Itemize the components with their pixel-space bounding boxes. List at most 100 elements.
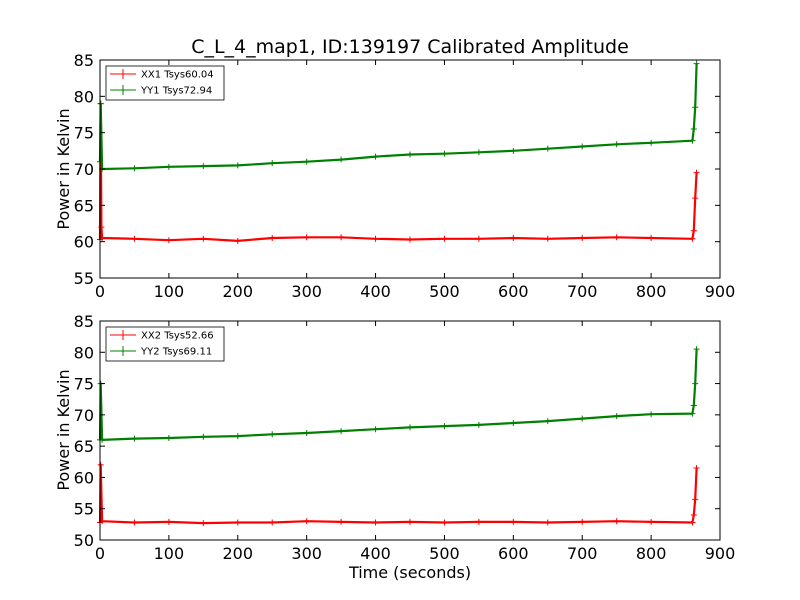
x-tick-label: 800 — [636, 282, 667, 301]
data-point — [131, 435, 138, 442]
data-point — [648, 518, 655, 525]
y-tick-label: 55 — [74, 500, 94, 519]
data-point — [234, 433, 241, 440]
top-legend-label-yy1: YY1 Tsys72.94 — [140, 86, 212, 97]
data-point — [613, 413, 620, 420]
data-point — [692, 380, 699, 387]
data-point — [613, 141, 620, 148]
data-point — [648, 411, 655, 418]
y-tick-label: 75 — [74, 375, 94, 394]
bottom-legend-box — [105, 326, 225, 362]
data-point — [338, 234, 345, 241]
y-tick-label: 80 — [74, 87, 94, 106]
data-point — [690, 511, 697, 518]
data-point — [441, 150, 448, 157]
x-axis-label: Time (seconds) — [348, 563, 471, 582]
x-tick-label: 200 — [223, 544, 254, 563]
data-point — [693, 465, 700, 472]
data-point — [475, 518, 482, 525]
data-point — [338, 428, 345, 435]
data-point — [689, 235, 696, 242]
data-point — [510, 419, 517, 426]
top-panel: 0 100 200 300 400 500 600 700 800 900 55 60 65 70 75 80… — [54, 51, 735, 301]
x-tick-label: 600 — [498, 544, 529, 563]
y-tick-label: 70 — [74, 160, 94, 179]
data-point — [372, 519, 379, 526]
x-tick-label: 900 — [705, 282, 736, 301]
y-tick-label: 50 — [74, 531, 94, 550]
data-point — [303, 158, 310, 165]
data-point — [200, 520, 207, 527]
data-point — [613, 234, 620, 241]
data-point — [407, 424, 413, 431]
data-point — [407, 151, 413, 158]
data-point — [689, 410, 696, 417]
data-point — [579, 235, 586, 242]
data-point — [510, 235, 517, 242]
data-point — [372, 153, 379, 160]
data-point — [234, 162, 241, 169]
data-point — [200, 235, 207, 242]
data-point — [97, 100, 104, 107]
data-point — [544, 519, 551, 526]
bottom-ticks: 0 100 200 300 400 500 600 700 800 900 50 55 60 65 70 75… — [74, 312, 736, 563]
data-point — [690, 227, 697, 234]
x-tick-label: 0 — [95, 282, 105, 301]
data-point — [269, 235, 276, 242]
x-tick-label: 500 — [429, 544, 460, 563]
data-point — [579, 415, 586, 422]
data-point — [165, 518, 172, 525]
x-tick-label: 100 — [154, 544, 185, 563]
data-point — [544, 235, 551, 242]
x-tick-label: 700 — [567, 544, 598, 563]
top-series-layer — [97, 60, 700, 244]
data-point — [613, 518, 620, 525]
y-tick-label: 65 — [74, 437, 94, 456]
data-point — [269, 160, 276, 167]
bottom-legend: XX2 Tsys52.66 YY2 Tsys69.11 — [105, 326, 225, 362]
data-point — [692, 496, 699, 503]
data-point — [441, 235, 448, 242]
data-point — [407, 518, 413, 525]
y-tick-label: 65 — [74, 196, 94, 215]
data-point — [131, 165, 138, 172]
series-line-xx1 — [98, 102, 698, 242]
y-tick-label: 85 — [74, 51, 94, 70]
x-tick-label: 300 — [291, 282, 322, 301]
bottom-plot-frame — [99, 320, 721, 541]
data-point — [692, 195, 699, 202]
x-tick-label: 900 — [705, 544, 736, 563]
y-tick-label: 60 — [74, 468, 94, 487]
data-point — [544, 145, 551, 152]
y-tick-label: 55 — [74, 269, 94, 288]
data-point — [475, 149, 482, 156]
data-point — [269, 519, 276, 526]
top-legend-label-xx1: XX1 Tsys60.04 — [141, 70, 214, 81]
data-point — [648, 235, 655, 242]
data-point — [648, 139, 655, 146]
top-legend-box — [105, 65, 225, 101]
data-point — [441, 423, 448, 430]
data-point — [131, 519, 138, 526]
data-point — [407, 236, 413, 243]
data-point — [269, 431, 276, 438]
data-point — [690, 402, 697, 409]
data-point — [338, 156, 345, 163]
x-tick-label: 100 — [154, 282, 185, 301]
top-legend: XX1 Tsys60.04 YY1 Tsys72.94 — [105, 65, 225, 101]
data-point — [303, 518, 310, 525]
x-tick-label: 400 — [360, 544, 391, 563]
x-tick-label: 200 — [223, 282, 254, 301]
bottom-panel: 0 100 200 300 400 500 600 700 800 900 50 55 60 65 70 75… — [54, 312, 735, 582]
data-point — [165, 163, 172, 170]
data-point — [200, 433, 207, 440]
data-point — [579, 518, 586, 525]
data-point — [475, 421, 482, 428]
data-point — [338, 518, 345, 525]
bottom-legend-label-yy2: YY2 Tsys69.11 — [140, 347, 212, 358]
x-tick-label: 500 — [429, 282, 460, 301]
data-point — [510, 518, 517, 525]
data-point — [693, 60, 700, 67]
y-tick-label: 80 — [74, 343, 94, 362]
